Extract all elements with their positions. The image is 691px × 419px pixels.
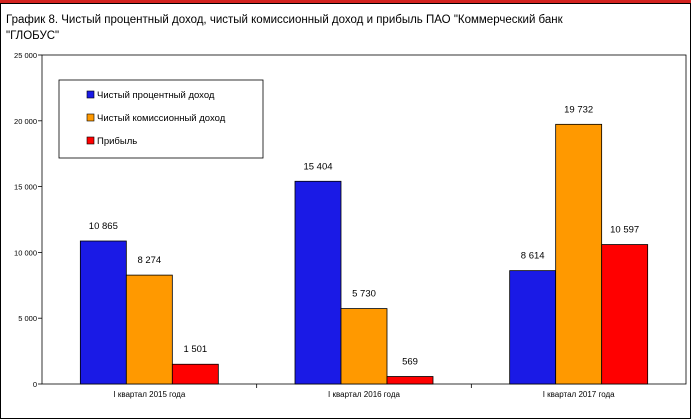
x-tick-label: I квартал 2015 года bbox=[113, 390, 185, 399]
x-tick-label: I квартал 2016 года bbox=[328, 390, 400, 399]
bar bbox=[386, 376, 434, 385]
legend-swatch bbox=[86, 90, 95, 99]
bar bbox=[555, 123, 603, 385]
data-label: 8 614 bbox=[521, 251, 545, 262]
bar bbox=[171, 363, 219, 385]
top-rule bbox=[0, 0, 691, 3]
data-label: 8 274 bbox=[137, 255, 161, 266]
data-label: 1 501 bbox=[183, 344, 207, 355]
bar bbox=[125, 274, 173, 385]
y-tick-label: 15 000 bbox=[14, 183, 37, 192]
bar bbox=[601, 244, 649, 385]
bar bbox=[294, 180, 342, 385]
x-tick-label: I квартал 2017 года bbox=[543, 390, 615, 399]
bar bbox=[509, 270, 557, 385]
bar bbox=[79, 240, 127, 385]
y-tick-label: 0 bbox=[33, 380, 37, 389]
y-tick-label: 5 000 bbox=[18, 314, 37, 323]
legend-swatch bbox=[86, 136, 95, 145]
data-label: 569 bbox=[402, 357, 418, 368]
y-tick-label: 25 000 bbox=[14, 51, 37, 60]
data-label: 15 404 bbox=[303, 161, 332, 172]
y-tick-label: 10 000 bbox=[14, 248, 37, 257]
legend-entry: Чистый процентный доход bbox=[97, 90, 215, 101]
legend-entry: Чистый комиссионный доход bbox=[97, 113, 226, 124]
chart-title: График 8. Чистый процентный доход, чисты… bbox=[6, 14, 563, 42]
legend-swatch bbox=[86, 113, 95, 122]
data-label: 10 597 bbox=[610, 225, 639, 236]
y-tick-label: 20 000 bbox=[14, 117, 37, 126]
data-label: 10 865 bbox=[89, 221, 118, 232]
bar bbox=[340, 308, 388, 385]
data-label: 5 730 bbox=[352, 289, 376, 300]
legend-entry: Прибыль bbox=[97, 136, 137, 147]
data-label: 19 732 bbox=[564, 104, 593, 115]
